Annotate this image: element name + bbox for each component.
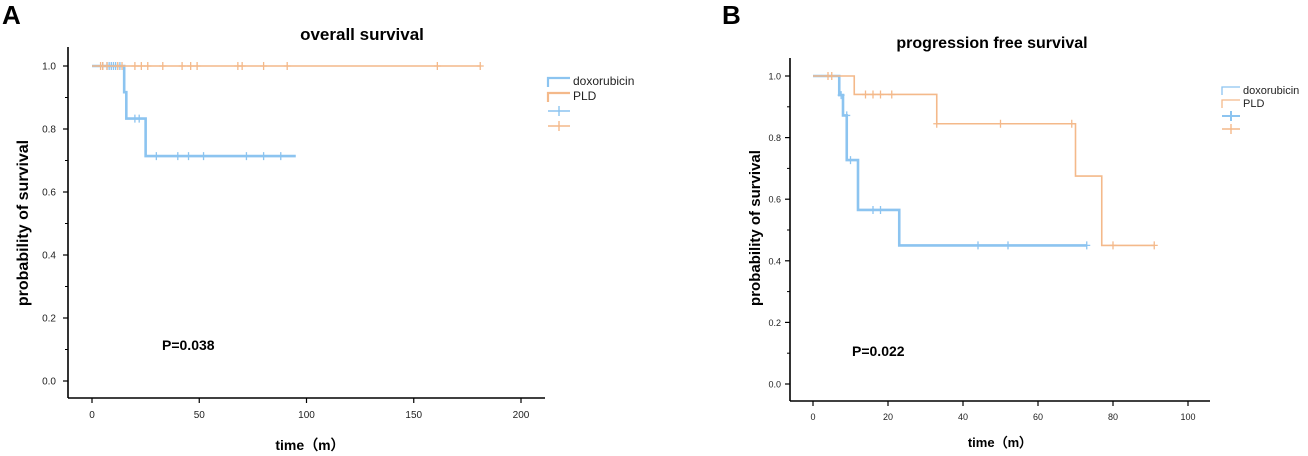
y-tick-label: 0.4 — [768, 256, 781, 266]
censor-mark-doxorubicin — [847, 156, 854, 165]
censor-mark-pld — [193, 62, 201, 70]
censor-mark-pld — [828, 72, 836, 80]
legend-line-doxorubicin — [1221, 86, 1240, 95]
censor-mark-pld — [869, 90, 877, 99]
censor-mark-pld — [862, 90, 869, 99]
legend-censor-pld — [1222, 124, 1240, 134]
censor-mark-doxorubicin — [260, 152, 268, 161]
y-tick-label: 1.0 — [768, 72, 781, 82]
censor-mark-pld — [137, 62, 145, 70]
panel-a-axes — [67, 47, 545, 399]
x-tick-label: 60 — [1033, 412, 1043, 422]
panel-label-b: B — [722, 0, 741, 30]
censor-mark-pld — [144, 62, 152, 70]
censor-mark-pld — [159, 62, 167, 70]
panel-a-series — [92, 62, 484, 161]
censor-mark-pld — [118, 62, 126, 70]
panel-label-a: A — [2, 0, 21, 30]
x-tick-label: 0 — [810, 412, 815, 422]
x-tick-label: 80 — [1108, 412, 1118, 422]
censor-mark-pld — [131, 62, 139, 70]
x-tick-label: 100 — [1180, 412, 1195, 422]
censor-mark-pld — [433, 62, 441, 70]
censor-mark-pld — [1068, 119, 1076, 128]
censor-mark-pld — [103, 62, 111, 70]
censor-mark-pld — [283, 62, 291, 70]
censor-mark-doxorubicin — [877, 205, 884, 214]
panel-b-series — [813, 72, 1158, 250]
x-tick-label: 200 — [513, 410, 530, 421]
censor-mark-pld — [888, 90, 896, 99]
censor-mark-pld — [1109, 241, 1117, 250]
censor-mark-pld — [476, 62, 484, 70]
censor-mark-pld — [260, 62, 268, 70]
censor-mark-doxorubicin — [200, 152, 208, 161]
legend-line-pld — [546, 91, 570, 102]
y-tick-label: 1.0 — [42, 62, 56, 73]
censor-mark-doxorubicin — [974, 241, 982, 250]
legend-censor-doxorubicin — [548, 106, 570, 116]
legend-label-doxorubicin: doxorubicin — [1243, 85, 1299, 97]
censor-mark-pld — [933, 119, 941, 128]
censor-mark-pld — [877, 90, 884, 99]
x-tick-label: 150 — [405, 410, 422, 421]
y-tick-label: 0.2 — [42, 314, 56, 325]
censor-mark-doxorubicin — [135, 114, 143, 123]
panel-b-p-value: P=0.022 — [852, 343, 905, 359]
panel-b-title: progression free survival — [896, 35, 1087, 52]
censor-mark-pld — [178, 62, 186, 70]
legend-censor-doxorubicin — [1222, 111, 1240, 121]
panel-a-x-label: time（m） — [275, 437, 344, 453]
panel-a-y-label: probability of survival — [15, 140, 32, 306]
censor-mark-pld — [187, 62, 195, 70]
y-tick-label: 0.0 — [42, 377, 56, 388]
panel-b: B progression free survival 0 20 40 60 80 100… — [722, 0, 1299, 450]
x-tick-label: 50 — [194, 410, 206, 421]
legend-label-pld: PLD — [1243, 98, 1264, 110]
legend-line-pld — [1221, 99, 1240, 108]
x-tick-label: 40 — [958, 412, 968, 422]
panel-b-y-label: probability of survival — [747, 150, 764, 306]
legend-line-doxorubicin — [546, 76, 570, 87]
y-tick-label: 0.4 — [42, 251, 56, 262]
series-line-pld — [813, 75, 1155, 247]
y-tick-label: 0.2 — [768, 318, 781, 328]
censor-mark-doxorubicin — [843, 111, 851, 120]
y-tick-label: 0.0 — [768, 380, 781, 390]
censor-mark-doxorubicin — [185, 152, 193, 161]
censor-mark-doxorubicin — [152, 152, 160, 161]
censor-mark-doxorubicin — [869, 205, 877, 214]
censor-mark-doxorubicin — [1083, 241, 1091, 250]
censor-mark-pld — [1150, 241, 1158, 250]
x-tick-label: 100 — [298, 410, 315, 421]
censor-mark-pld — [997, 119, 1004, 128]
panel-a-title: overall survival — [300, 25, 424, 44]
panel-b-x-label: time（m） — [968, 435, 1032, 450]
legend-label-doxorubicin: doxorubicin — [573, 74, 634, 88]
panel-b-ticks: 0 20 40 60 80 100 0.0 0.2 0.4 0.6 0.8 1.0 — [768, 72, 1195, 423]
censor-mark-doxorubicin — [242, 152, 250, 161]
x-tick-label: 0 — [89, 410, 95, 421]
censor-mark-doxorubicin — [837, 91, 845, 100]
legend-censor-pld — [548, 121, 570, 131]
censor-mark-pld — [238, 62, 246, 70]
censor-mark-doxorubicin — [1004, 241, 1012, 250]
y-tick-label: 0.8 — [768, 133, 781, 143]
series-line-doxorubicin — [92, 64, 296, 158]
censor-mark-doxorubicin — [277, 152, 285, 161]
panel-a: A overall survival 0 50 100 150 200 0.0 0.2 0.4… — [2, 0, 634, 453]
panel-a-p-value: P=0.038 — [162, 337, 215, 353]
y-tick-label: 0.8 — [42, 125, 56, 136]
series-line-doxorubicin — [813, 74, 1087, 247]
legend-label-pld: PLD — [573, 89, 597, 103]
panel-a-ticks: 0 50 100 150 200 0.0 0.2 0.4 0.6 0.8 1.0 — [42, 62, 530, 422]
censor-mark-doxorubicin — [174, 152, 182, 161]
y-tick-label: 0.6 — [768, 195, 781, 205]
y-tick-label: 0.6 — [42, 188, 56, 199]
x-tick-label: 20 — [883, 412, 893, 422]
